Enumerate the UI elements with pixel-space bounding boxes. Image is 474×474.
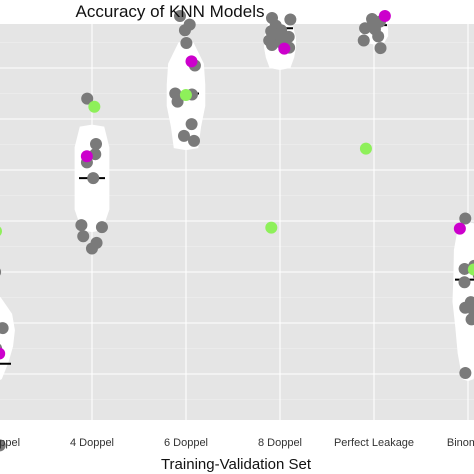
point-grey-6-doppel	[171, 95, 184, 108]
point-grey-6-doppel	[185, 118, 198, 131]
point-layer	[0, 9, 474, 452]
point-grey-4-doppel	[95, 221, 108, 234]
plot-panel	[0, 24, 474, 420]
point-grey-binomial	[458, 276, 471, 289]
point-magenta-6-doppel	[185, 55, 198, 68]
point-green-perfect-leakage	[359, 142, 372, 155]
point-grey-perfect-leakage	[374, 42, 387, 55]
point-grey-2-doppel	[0, 268, 2, 276]
point-grey-8-doppel	[284, 13, 297, 26]
x-tick-label-binomial: Binomial	[447, 437, 474, 449]
x-tick-label-4-doppel: 4 Doppel	[70, 437, 114, 449]
chart-title: Accuracy of KNN Models	[76, 2, 265, 21]
point-green-4-doppel	[88, 100, 101, 113]
point-grey-binomial	[459, 212, 472, 225]
point-grey-2-doppel	[0, 322, 9, 335]
point-green-8-doppel	[265, 221, 278, 234]
point-magenta-binomial	[453, 222, 466, 235]
point-grey-binomial	[465, 313, 474, 326]
point-grey-perfect-leakage	[372, 30, 385, 43]
point-grey-8-doppel	[265, 39, 278, 52]
point-grey-4-doppel	[87, 172, 100, 185]
x-tick-label-8-doppel: 8 Doppel	[258, 437, 302, 449]
point-grey-6-doppel	[174, 9, 187, 22]
point-grey-perfect-leakage	[357, 34, 370, 47]
point-green-2-doppel	[0, 226, 2, 236]
point-grey-4-doppel	[85, 242, 98, 255]
point-grey-6-doppel	[177, 129, 190, 142]
point-grey-binomial	[458, 262, 471, 275]
point-green-6-doppel	[179, 89, 192, 102]
x-tick-labels: 2 Doppel 4 Doppel 6 Doppel 8 Doppel Perfect …	[0, 437, 474, 449]
point-grey-4-doppel	[75, 219, 88, 232]
point-grey-6-doppel	[180, 37, 193, 50]
point-magenta-perfect-leakage	[378, 9, 391, 22]
point-grey-binomial	[459, 366, 472, 379]
point-grey-binomial	[459, 301, 472, 314]
point-magenta-4-doppel	[80, 150, 93, 163]
point-grey-4-doppel	[81, 92, 94, 105]
violin-binomial	[452, 222, 474, 382]
point-grey-6-doppel	[188, 134, 201, 147]
point-grey-4-doppel	[90, 137, 103, 150]
point-grey-2-doppel	[0, 439, 6, 452]
x-tick-label-6-doppel: 6 Doppel	[164, 437, 208, 449]
point-grey-6-doppel	[178, 24, 191, 37]
x-tick-label-perfect-leakage: Perfect Leakage	[334, 437, 414, 449]
violin-2-doppel	[0, 296, 15, 381]
x-axis-title: Training-Validation Set	[161, 456, 312, 473]
point-green-binomial	[467, 263, 474, 276]
point-grey-perfect-leakage	[359, 22, 372, 35]
x-tick-label-2-doppel: 2 Doppel	[0, 437, 20, 449]
point-grey-4-doppel	[77, 230, 90, 243]
point-magenta-8-doppel	[278, 42, 291, 55]
point-magenta-2-doppel	[0, 347, 6, 360]
